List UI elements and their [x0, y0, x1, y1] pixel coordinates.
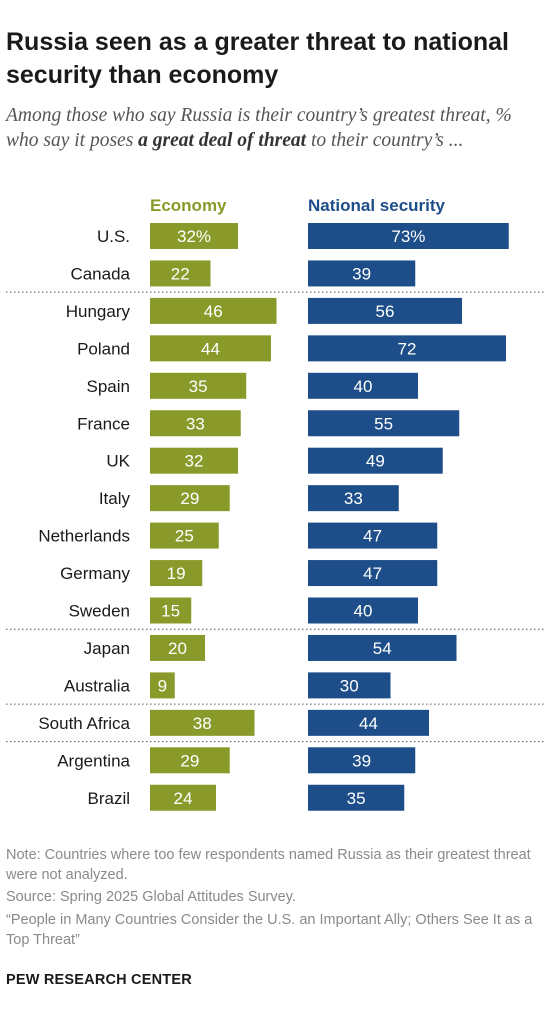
national-security-bar [308, 709, 429, 736]
national-security-bar [308, 634, 457, 661]
economy-value-label: 35 [189, 377, 208, 396]
national-security-value-label: 40 [354, 602, 373, 621]
economy-value-label: 32% [177, 227, 211, 246]
economy-bar [150, 297, 277, 324]
economy-bar [150, 447, 238, 474]
economy-value-label: 15 [161, 602, 180, 621]
national-security-bar [308, 223, 509, 249]
chart-subtitle: Among those who say Russia is their coun… [6, 103, 546, 153]
economy-bar [150, 335, 271, 362]
economy-value-label: 20 [168, 639, 187, 658]
national-security-bar [308, 447, 443, 474]
national-security-bar [308, 260, 416, 287]
national-security-value-label: 56 [376, 302, 395, 321]
national-security-value-label: 30 [340, 676, 359, 695]
country-label: Italy [99, 489, 131, 508]
economy-value-label: 38 [193, 714, 212, 733]
national-security-value-label: 49 [366, 452, 385, 471]
national-security-value-label: 33 [344, 489, 363, 508]
economy-bar [150, 784, 216, 811]
national-security-value-label: 35 [347, 789, 366, 808]
country-label: Netherlands [38, 527, 130, 546]
economy-bar [150, 747, 230, 774]
country-label: Canada [70, 264, 130, 283]
national-security-bar [308, 784, 405, 811]
national-security-value-label: 40 [354, 377, 373, 396]
economy-value-label: 22 [171, 264, 190, 283]
subtitle-emphasis: a great deal of threat [138, 130, 307, 151]
economy-value-label: 29 [180, 489, 199, 508]
chart-source: Source: Spring 2025 Global Attitudes Sur… [6, 889, 296, 905]
national-security-value-label: 55 [374, 414, 393, 433]
country-label: Germany [60, 564, 130, 583]
country-label: Sweden [69, 602, 130, 621]
economy-bar [150, 634, 205, 661]
legend-national-security: National security [308, 196, 445, 215]
country-label: Brazil [87, 789, 130, 808]
country-label: Poland [77, 339, 130, 358]
country-label: South Africa [38, 714, 130, 733]
national-security-bar [308, 747, 416, 774]
economy-bar [150, 522, 219, 549]
economy-value-label: 19 [167, 564, 186, 583]
economy-bar [150, 672, 175, 699]
national-security-bar [308, 560, 438, 587]
economy-bar [150, 560, 203, 587]
national-security-bar [308, 372, 418, 399]
country-label: France [77, 414, 130, 433]
legend-economy: Economy [150, 196, 227, 215]
national-security-bar [308, 335, 506, 362]
national-security-bar [308, 297, 462, 324]
national-security-value-label: 39 [352, 751, 371, 770]
country-label: UK [106, 452, 130, 471]
national-security-bar [308, 522, 438, 549]
national-security-bar [308, 410, 460, 437]
economy-bar [150, 597, 192, 624]
national-security-value-label: 47 [363, 564, 382, 583]
economy-bar [150, 709, 255, 736]
national-security-value-label: 39 [352, 264, 371, 283]
economy-value-label: 46 [204, 302, 223, 321]
national-security-bar [308, 597, 418, 624]
chart-note: Note: Countries where too few respondent… [6, 847, 531, 883]
economy-value-label: 24 [174, 789, 193, 808]
national-security-value-label: 73% [391, 227, 425, 246]
country-label: Japan [84, 639, 130, 658]
country-label: Hungary [66, 302, 131, 321]
subtitle-text: Among those who say Russia is their coun… [6, 105, 512, 151]
national-security-value-label: 72 [398, 339, 417, 358]
economy-bar [150, 372, 247, 399]
economy-bar [150, 260, 211, 287]
national-security-bar [308, 485, 399, 512]
economy-value-label: 29 [180, 751, 199, 770]
brand-logo-text: PEW RESEARCH CENTER [6, 972, 192, 988]
country-label: U.S. [97, 227, 130, 246]
economy-bar [150, 485, 230, 512]
chart-title: Russia seen as a greater threat to natio… [6, 28, 509, 89]
national-security-value-label: 54 [373, 639, 392, 658]
bar-chart: U.S. 32% 73% Canada 22 39 Hungary 46 56 Poland 44 7… [6, 223, 546, 811]
report-title: “People in Many Countries Consider the U… [6, 912, 533, 948]
country-label: Australia [64, 676, 131, 695]
country-label: Argentina [57, 751, 130, 770]
national-security-bar [308, 672, 391, 699]
national-security-value-label: 47 [363, 527, 382, 546]
economy-value-label: 33 [186, 414, 205, 433]
economy-bar [150, 410, 241, 437]
economy-bar [150, 223, 238, 249]
economy-value-label: 25 [175, 527, 194, 546]
subtitle-tail: to their country’s ... [306, 130, 464, 151]
economy-value-label: 44 [201, 339, 220, 358]
economy-value-label: 9 [158, 676, 167, 695]
national-security-value-label: 44 [359, 714, 378, 733]
economy-value-label: 32 [185, 452, 204, 471]
country-label: Spain [87, 377, 130, 396]
